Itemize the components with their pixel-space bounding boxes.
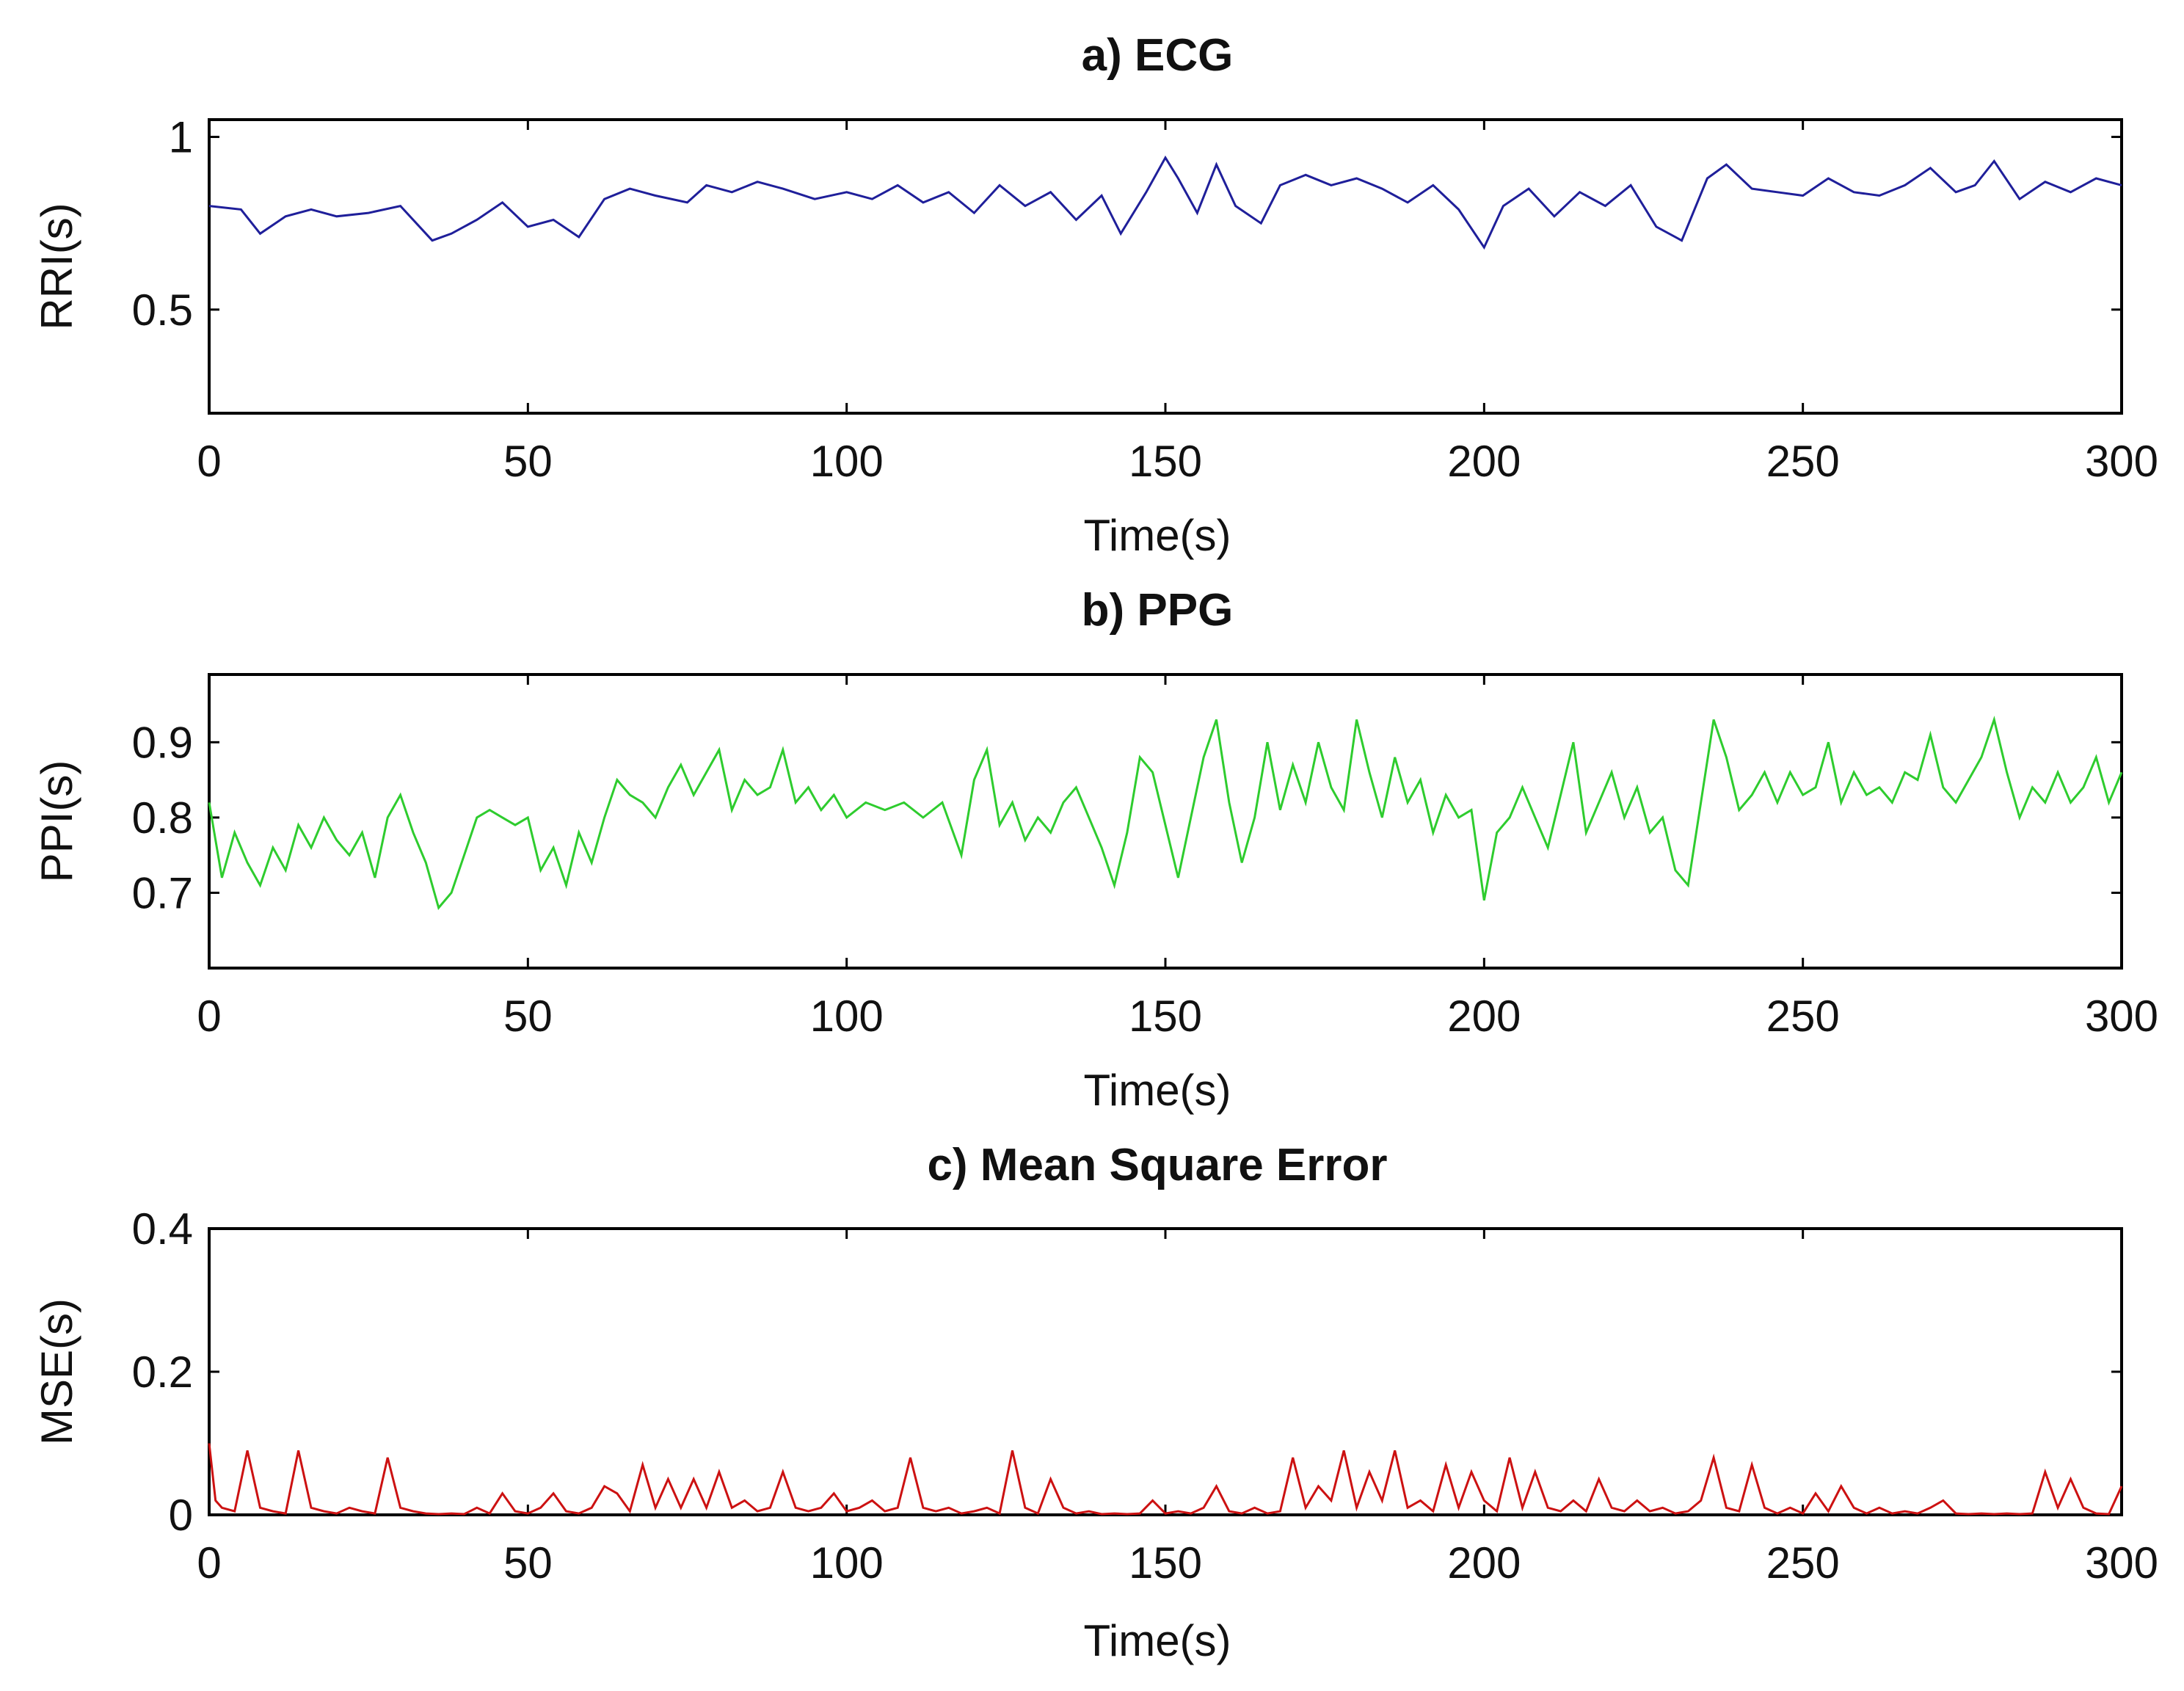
panel-mse-xtick-label: 0 xyxy=(197,1538,221,1588)
panel-ecg-ytick-label: 1 xyxy=(169,113,193,162)
panel-ecg-xtick-label: 50 xyxy=(503,437,553,486)
panel-mse-xlabel: Time(s) xyxy=(1083,1616,1231,1665)
panel-mse-ticks: 0 50 100 150 200 250 300 0 0.2 0.4 xyxy=(132,1204,2158,1588)
panel-ecg-xtick-label: 100 xyxy=(810,437,884,486)
panel-mse-ytick-label: 0 xyxy=(169,1491,193,1540)
panel-mse-xtick-label: 250 xyxy=(1766,1538,1840,1588)
panel-ecg: a) ECG 0 50 100 150 200 250 300 0.5 1 Time(s) RR… xyxy=(32,30,2158,560)
panel-ecg-xtick-label: 150 xyxy=(1129,437,1202,486)
panel-ppg-xtick-label: 300 xyxy=(2085,992,2158,1041)
panel-mse: c) Mean Square Error 0 50 100 150 200 250 3000… xyxy=(32,1140,2158,1665)
panel-ppg-series-line xyxy=(208,716,2123,911)
panel-ecg-title: a) ECG xyxy=(1082,30,1234,81)
panel-mse-title: c) Mean Square Error xyxy=(927,1140,1387,1190)
panel-ppg-xtick-label: 100 xyxy=(810,992,884,1041)
panel-ecg-xtick-label: 300 xyxy=(2085,437,2158,486)
panel-ecg-series-line xyxy=(208,155,2122,250)
panel-ecg-xtick-label: 250 xyxy=(1766,437,1840,486)
panel-ecg-xtick-label: 0 xyxy=(197,437,221,486)
panel-mse-xtick-label: 50 xyxy=(503,1538,553,1588)
panel-ppg-ticks: 0 50 100 150 200 250 300 0.7 0.8 0.9 xyxy=(132,674,2158,1041)
panel-ppg-xtick-label: 50 xyxy=(503,992,553,1041)
panel-ecg-ytick-label: 0.5 xyxy=(132,286,193,335)
panel-ppg-ytick-label: 0.8 xyxy=(132,793,193,843)
panel-ppg-ytick-label: 0.9 xyxy=(132,718,193,767)
panel-mse-ytick-label: 0.4 xyxy=(132,1204,193,1254)
panel-mse-xtick-label: 150 xyxy=(1129,1538,1202,1588)
panel-mse-series-line xyxy=(208,1443,2123,1516)
panel-ppg-xtick-label: 150 xyxy=(1129,992,1202,1041)
panel-ppg-ytick-label: 0.7 xyxy=(132,868,193,917)
panel-ppg-xtick-label: 250 xyxy=(1766,992,1840,1041)
panel-ppg-ylabel: PPI(s) xyxy=(32,760,81,883)
panel-mse-xtick-label: 300 xyxy=(2085,1538,2158,1588)
panel-ecg-ticks: 0 50 100 150 200 250 300 0.5 1 xyxy=(132,113,2158,486)
panel-mse-xtick-label: 100 xyxy=(810,1538,884,1588)
panel-ecg-xtick-label: 200 xyxy=(1447,437,1521,486)
panel-ppg-xtick-label: 0 xyxy=(197,992,221,1041)
panel-mse-ylabel: MSE(s) xyxy=(32,1298,81,1445)
panel-ppg-xtick-label: 200 xyxy=(1447,992,1521,1041)
panel-mse-xtick-label: 200 xyxy=(1447,1538,1521,1588)
panel-ppg: b) PPG 0 50 100 150 200 250 300 0.7 0.8 0.9 Time(… xyxy=(32,585,2158,1115)
panel-ecg-ylabel: RRI(s) xyxy=(32,203,81,330)
panel-ecg-xlabel: Time(s) xyxy=(1083,511,1231,560)
panel-ppg-title: b) PPG xyxy=(1082,585,1234,636)
panel-ppg-xlabel: Time(s) xyxy=(1083,1066,1231,1115)
panel-mse-ytick-label: 0.2 xyxy=(132,1348,193,1397)
